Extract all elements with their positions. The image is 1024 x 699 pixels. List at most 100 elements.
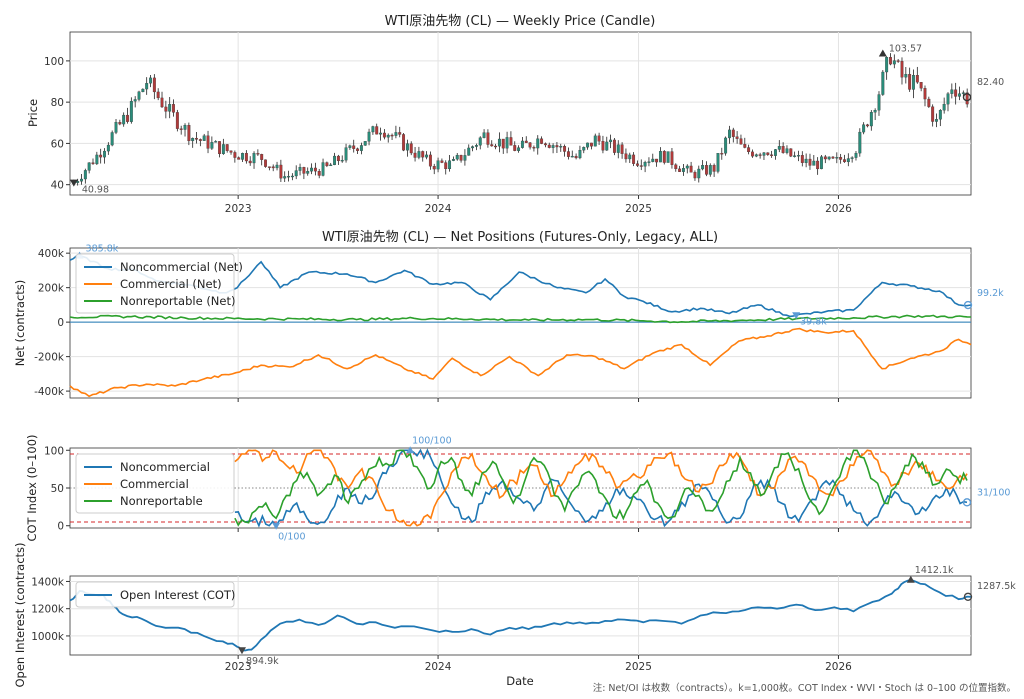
candle-body	[264, 159, 267, 167]
candle-body	[164, 106, 168, 112]
candle-body	[141, 88, 145, 93]
candle-body	[551, 145, 555, 148]
oi-axis-ticks: 1400k 1200k 1000k 2023 2024 2025 2026	[31, 576, 852, 673]
candle-body	[816, 160, 820, 170]
candle-body	[333, 155, 336, 166]
candle-body	[728, 129, 731, 139]
candle-body	[206, 135, 210, 149]
cot-legend: Noncommercial Commercial Nonreportable	[75, 453, 235, 514]
oi-legend: Open Interest (COT)	[75, 581, 235, 608]
candle-body	[172, 104, 175, 113]
candle-body	[87, 162, 91, 171]
x-tick-label: 2023	[225, 203, 252, 215]
candle-body	[774, 149, 777, 156]
candle-body	[405, 143, 409, 151]
price-annotations: 103.57 40.98 82.40	[69, 44, 1004, 196]
candle-body	[896, 60, 900, 62]
candle-body	[781, 146, 785, 153]
candle-body	[248, 160, 252, 164]
candle-body	[122, 114, 126, 125]
candle-body	[513, 145, 517, 151]
min-marker	[792, 312, 801, 320]
candle-body	[547, 144, 551, 148]
min-label: 39.8k	[800, 316, 827, 327]
candle-body	[885, 57, 889, 73]
candle-body	[720, 153, 724, 155]
candle-body	[574, 155, 578, 159]
candle-body	[267, 166, 271, 168]
cot-annotations: 100/100 0/100 31/100	[272, 435, 1010, 543]
candle-body	[256, 153, 260, 155]
candle-body	[344, 147, 348, 161]
candle-body	[325, 162, 329, 167]
candle-body	[543, 143, 547, 146]
candle-body	[747, 147, 751, 153]
candle-body	[846, 158, 850, 163]
candle-body	[578, 150, 582, 159]
candle-body	[467, 147, 471, 156]
candle-body	[436, 160, 440, 170]
candle-body	[175, 112, 179, 129]
legend-box	[75, 581, 235, 608]
candle-body	[566, 151, 570, 157]
candle-body	[835, 157, 839, 159]
candle-body	[279, 164, 283, 179]
candle-body	[168, 104, 172, 112]
candle-body	[283, 176, 287, 179]
candle-body	[843, 159, 846, 163]
candle-body	[892, 60, 896, 65]
candle-body	[961, 92, 965, 94]
candle-body	[528, 142, 532, 148]
candle-body	[191, 137, 195, 142]
candle-body	[275, 164, 279, 169]
candle-body	[463, 155, 467, 161]
candle-body	[681, 168, 685, 172]
legend-label: Open Interest (COT)	[120, 588, 235, 602]
candle-body	[271, 166, 275, 169]
candle-body	[152, 77, 156, 93]
min-label: 40.98	[82, 185, 109, 196]
legend-label: Noncommercial (Net)	[120, 260, 243, 274]
candle-body	[110, 132, 114, 146]
candle-body	[486, 132, 490, 145]
candle-body	[639, 165, 643, 167]
candle-body	[770, 154, 774, 156]
candle-body	[394, 132, 398, 136]
y-tick-label: -200k	[34, 352, 65, 364]
candle-body	[490, 144, 494, 147]
candle-body	[540, 138, 544, 144]
candle-body	[398, 132, 402, 135]
candle-body	[954, 89, 958, 97]
min-label: 0/100	[278, 532, 305, 543]
cot-axis-ticks: 100 50 0	[44, 445, 839, 533]
candle-body	[754, 154, 758, 157]
candle-body	[329, 164, 333, 167]
max-label: 385.8k	[86, 244, 119, 255]
series-line	[69, 314, 972, 324]
candle-body	[889, 57, 892, 65]
candle-body	[839, 157, 843, 160]
candle-body	[237, 157, 241, 160]
oi-y-label: Open Interest (contracts)	[13, 542, 27, 687]
candle-body	[620, 144, 624, 154]
candle-body	[812, 160, 816, 166]
net-y-label: Net (contracts)	[13, 280, 27, 367]
candle-body	[474, 145, 478, 147]
candle-body	[658, 151, 662, 163]
candle-body	[651, 158, 655, 162]
candle-body	[198, 139, 202, 141]
candle-body	[915, 75, 919, 83]
candle-body	[260, 154, 264, 160]
candle-body	[421, 151, 425, 158]
y-tick-label: 400k	[38, 248, 65, 260]
candle-body	[789, 148, 793, 157]
candle-body	[428, 154, 432, 167]
candle-body	[103, 150, 106, 158]
min-label: 894.9k	[246, 656, 279, 667]
candle-body	[363, 141, 367, 146]
candle-body	[593, 135, 597, 147]
last-value-marker	[963, 592, 973, 601]
max-marker	[406, 446, 415, 454]
candle-body	[302, 167, 306, 174]
candle-body	[448, 160, 452, 170]
